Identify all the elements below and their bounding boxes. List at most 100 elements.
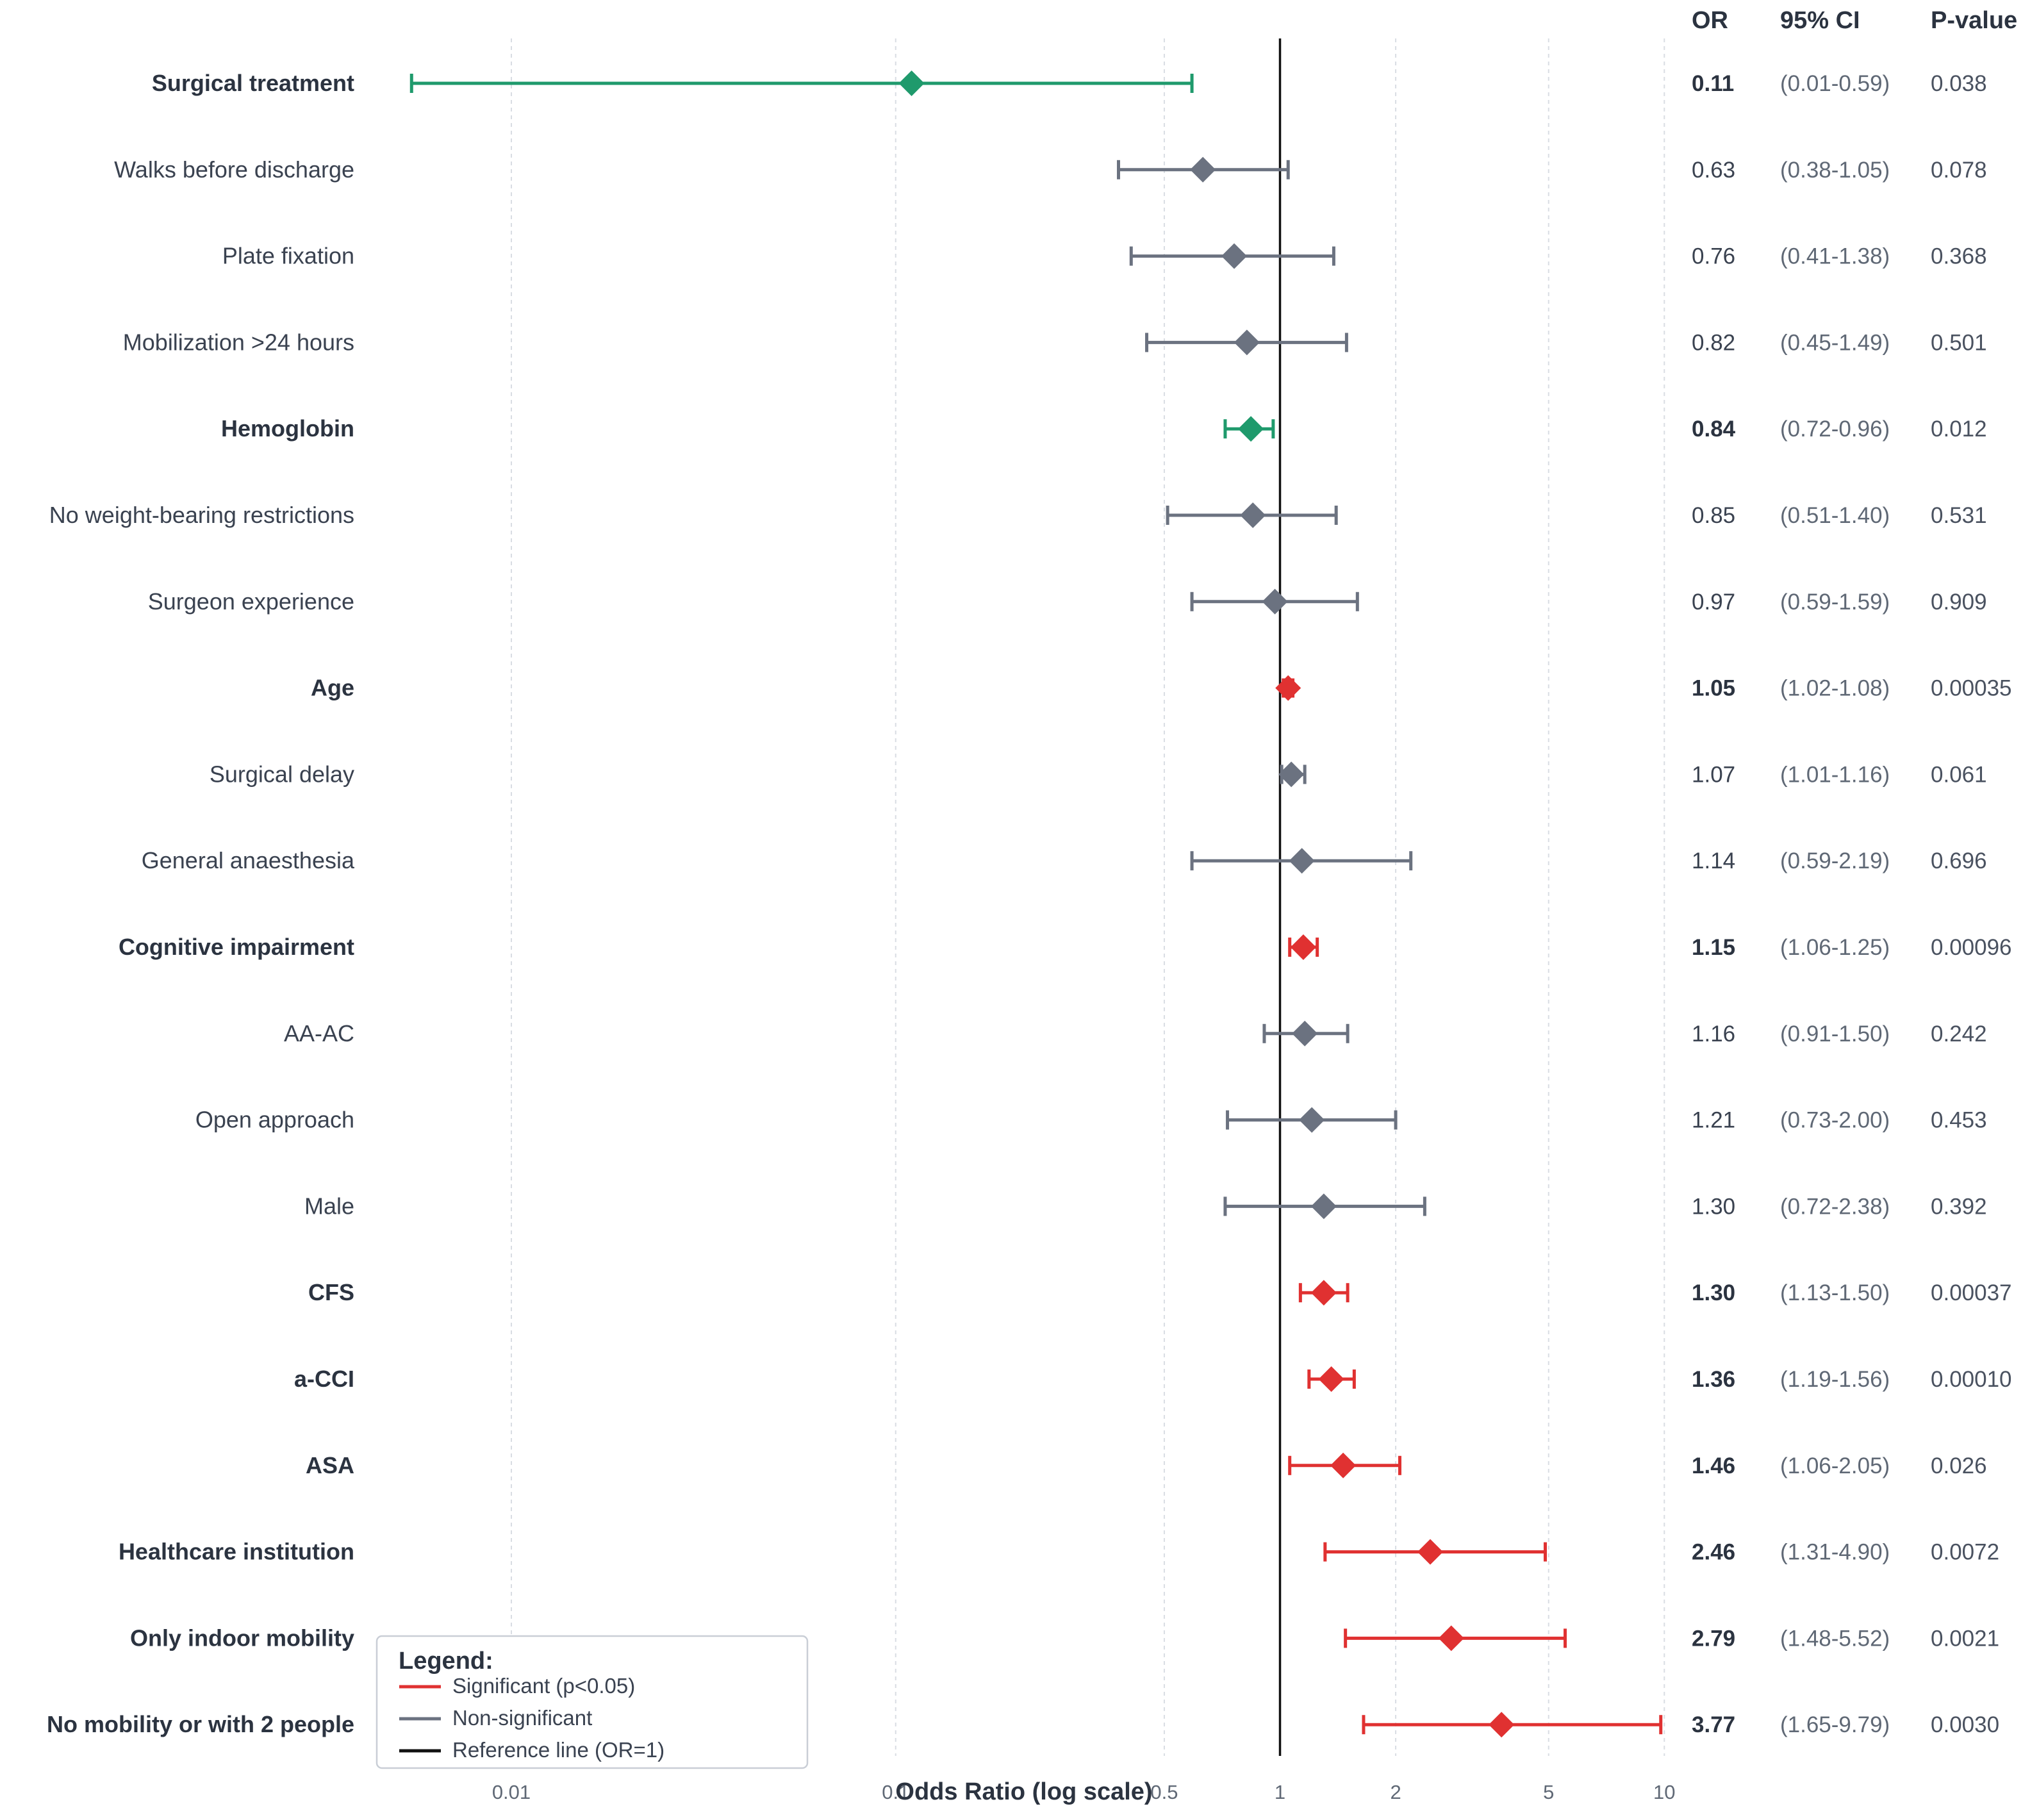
ci-value: (1.02-1.08) <box>1780 676 1890 701</box>
stats-columns: OR 95% CI P-value 0.11 (0.01-0.59) 0.038 0.… <box>1692 7 2017 1737</box>
row-label: Open approach <box>195 1107 354 1133</box>
ci-value: (0.72-2.38) <box>1780 1194 1890 1219</box>
row-label: Walks before discharge <box>114 156 354 183</box>
ci-value: (1.13-1.50) <box>1780 1280 1890 1305</box>
ci-row <box>409 70 1194 96</box>
p-value: 0.392 <box>1931 1194 1987 1219</box>
x-tick-label: 1 <box>1275 1781 1285 1803</box>
or-value: 2.46 <box>1692 1540 1735 1565</box>
or-point <box>1318 1366 1344 1392</box>
row-label: No mobility or with 2 people <box>47 1711 354 1737</box>
p-value: 0.0021 <box>1931 1626 1999 1651</box>
or-value: 0.84 <box>1692 417 1736 442</box>
or-value: 0.97 <box>1692 590 1735 615</box>
x-tick-label: 0.5 <box>1150 1781 1178 1803</box>
x-tick-label: 0.01 <box>492 1781 531 1803</box>
or-point <box>1238 416 1264 442</box>
p-value: 0.909 <box>1931 590 1987 615</box>
ci-value: (0.38-1.05) <box>1780 158 1890 183</box>
ci-row <box>1323 1539 1547 1565</box>
or-column-header: OR <box>1692 7 1728 34</box>
or-point <box>1240 502 1266 528</box>
x-tick-label: 2 <box>1390 1781 1401 1803</box>
legend-box <box>376 1635 809 1769</box>
or-value: 0.85 <box>1692 503 1735 528</box>
ci-row <box>1190 848 1413 874</box>
or-value: 1.07 <box>1692 762 1735 787</box>
or-value: 1.15 <box>1692 935 1735 960</box>
legend-title: Legend: <box>399 1648 493 1675</box>
legend-entry-label: Significant (p<0.05) <box>452 1674 635 1698</box>
ci-value: (1.06-1.25) <box>1780 935 1890 960</box>
ci-row <box>1223 416 1275 442</box>
confidence-intervals <box>409 70 1663 1738</box>
p-value: 0.012 <box>1931 417 1987 442</box>
ci-row <box>1307 1366 1356 1392</box>
p-value: 0.531 <box>1931 503 1987 528</box>
ci-value: (1.48-5.52) <box>1780 1626 1890 1651</box>
p-value: 0.0072 <box>1931 1540 1999 1565</box>
or-value: 1.36 <box>1692 1367 1735 1392</box>
or-value: 1.05 <box>1692 676 1735 701</box>
or-point <box>1262 588 1288 615</box>
p-value: 0.078 <box>1931 158 1987 183</box>
or-value: 1.14 <box>1692 848 1735 873</box>
or-point <box>1330 1452 1357 1478</box>
or-point <box>1489 1712 1515 1738</box>
or-value: 2.79 <box>1692 1626 1735 1651</box>
or-value: 0.82 <box>1692 330 1735 355</box>
row-label: AA-AC <box>284 1020 354 1046</box>
or-point <box>1275 675 1301 701</box>
or-point <box>1234 329 1260 356</box>
ci-value: (0.51-1.40) <box>1780 503 1890 528</box>
x-tick-label: 10 <box>1653 1781 1675 1803</box>
ci-column-header: 95% CI <box>1780 7 1860 34</box>
ci-row <box>1166 502 1338 528</box>
row-label: Age <box>311 675 354 701</box>
row-label: CFS <box>308 1279 354 1305</box>
or-point <box>1438 1625 1464 1651</box>
row-label: Surgical delay <box>210 761 354 787</box>
legend-entry-label: Non-significant <box>452 1706 592 1730</box>
or-point <box>1299 1107 1325 1133</box>
ci-row <box>1116 156 1290 183</box>
or-value: 3.77 <box>1692 1712 1735 1737</box>
or-value: 1.30 <box>1692 1280 1735 1305</box>
row-label: General anaesthesia <box>142 847 355 873</box>
row-label: ASA <box>306 1452 354 1478</box>
row-label: Cognitive impairment <box>119 934 354 960</box>
row-label: a-CCI <box>294 1366 354 1392</box>
ci-value: (0.01-0.59) <box>1780 71 1890 96</box>
ci-row <box>1262 1020 1350 1046</box>
row-label: Only indoor mobility <box>130 1625 354 1651</box>
p-value: 0.026 <box>1931 1453 1987 1478</box>
ci-value: (0.59-2.19) <box>1780 848 1890 873</box>
ci-row <box>1288 934 1319 960</box>
ci-row <box>1362 1712 1663 1738</box>
x-tick-label: 5 <box>1543 1781 1554 1803</box>
ci-value: (1.31-4.90) <box>1780 1540 1890 1565</box>
or-value: 1.16 <box>1692 1022 1735 1046</box>
p-value: 0.501 <box>1931 330 1987 355</box>
ci-row <box>1223 1193 1426 1220</box>
legend-entries: Significant (p<0.05) Non-significant Refer… <box>399 1674 665 1762</box>
row-label: Mobilization >24 hours <box>123 329 354 355</box>
ci-row <box>1288 1452 1402 1478</box>
p-value: 0.696 <box>1931 848 1987 873</box>
or-value: 1.30 <box>1692 1194 1735 1219</box>
row-label: Healthcare institution <box>119 1539 354 1565</box>
legend-entry-label: Reference line (OR=1) <box>452 1738 665 1762</box>
ci-value: (1.06-2.05) <box>1780 1453 1890 1478</box>
grid-lines <box>510 38 1665 1756</box>
or-value: 0.76 <box>1692 244 1735 269</box>
ci-row <box>1278 761 1307 788</box>
ci-value: (0.73-2.00) <box>1780 1108 1890 1133</box>
p-value-column-header: P-value <box>1931 7 2017 34</box>
ci-row <box>1275 675 1301 701</box>
p-value: 0.0030 <box>1931 1712 1999 1737</box>
or-point <box>1289 848 1315 874</box>
or-value: 0.11 <box>1692 71 1734 96</box>
row-labels: Surgical treatment Walks before discharge… <box>47 70 355 1737</box>
x-axis-ticks: 0.01 0.1 0.5 1 2 5 10 <box>492 1781 1676 1803</box>
